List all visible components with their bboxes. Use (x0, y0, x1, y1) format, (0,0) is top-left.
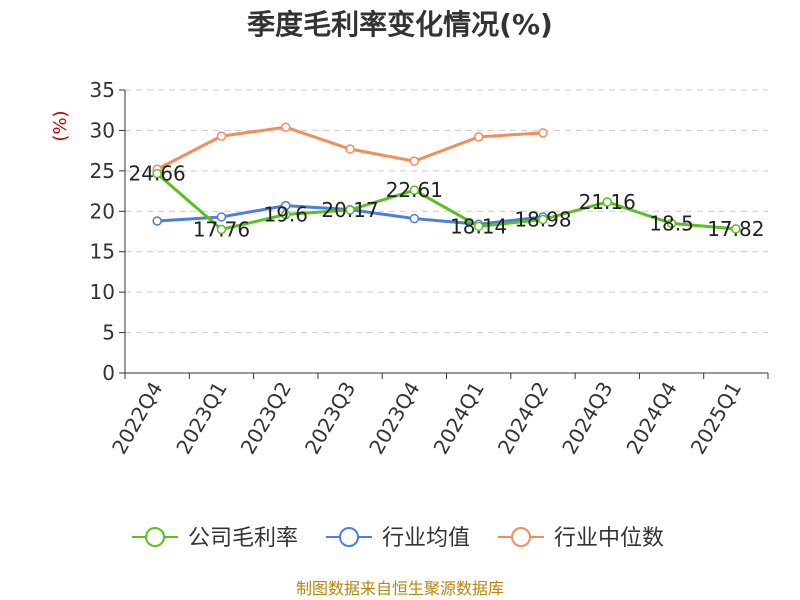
y-tick-label: 5 (102, 321, 115, 345)
data-point (216, 224, 227, 235)
x-tick-label: 2024Q2 (493, 378, 553, 459)
chart-title: 季度毛利率变化情况(%) (247, 8, 553, 41)
legend-label: 公司毛利率 (188, 526, 298, 551)
y-tick-label: 10 (90, 280, 115, 304)
grid (125, 89, 768, 334)
data-point (345, 205, 355, 215)
x-tick-label: 2022Q4 (107, 378, 167, 459)
series-line (156, 172, 736, 231)
data-label: 19.6 (263, 203, 308, 227)
data-label: 18.98 (514, 208, 571, 232)
data-labels: 24.66 17.76 19.6 20.17 22.61 18.14 18.98 21.16 1… (129, 162, 765, 242)
data-point (216, 212, 227, 222)
legend-item[interactable]: 公司毛利率 (132, 526, 298, 551)
y-tick-label: 25 (90, 159, 115, 183)
y-tick-label: 15 (90, 240, 115, 264)
data-label: 17.82 (707, 217, 764, 241)
data-label: 17.76 (193, 217, 250, 241)
data-point (281, 122, 291, 132)
data-point (409, 156, 420, 166)
x-tick-label: 2024Q4 (621, 378, 681, 459)
data-label: 18.5 (649, 211, 694, 235)
data-point (602, 197, 612, 207)
data-point (152, 168, 162, 179)
data-label: 20.17 (321, 198, 378, 222)
x-tick-label: 2024Q3 (557, 378, 617, 459)
legend-marker (511, 527, 531, 547)
data-point (666, 218, 677, 229)
data-label: 18.14 (450, 214, 507, 238)
y-tick-label: 20 (90, 199, 115, 223)
legend-marker (145, 527, 165, 547)
data-point (281, 200, 291, 211)
data-point (152, 216, 162, 226)
data-point (473, 132, 484, 142)
x-tick-label: 2023Q1 (171, 378, 231, 459)
y-tick-label: 30 (90, 118, 115, 142)
x-tick-label: 2023Q4 (364, 378, 424, 459)
x-tick-label: 2025Q1 (686, 378, 746, 459)
data-label: 22.61 (386, 178, 443, 202)
data-point (473, 221, 484, 232)
data-point (538, 128, 548, 138)
legend: 公司毛利率 行业均值 行业中位数 (132, 526, 664, 551)
data-label: 24.66 (129, 162, 186, 186)
x-tick-label: 2024Q1 (429, 378, 489, 459)
legend-item[interactable]: 行业均值 (326, 526, 470, 551)
legend-marker (339, 527, 359, 547)
y-tick-label: 0 (102, 361, 115, 385)
data-point (345, 144, 355, 154)
y-tick-label: 35 (90, 78, 115, 102)
series (152, 122, 741, 235)
x-tick-label: 2023Q3 (300, 378, 360, 459)
data-point (216, 131, 227, 141)
data-label: 21.16 (579, 190, 636, 214)
source-note: 制图数据来自恒生聚源数据库 (296, 579, 504, 598)
data-point (281, 209, 291, 220)
legend-label: 行业均值 (382, 526, 470, 551)
data-point (409, 185, 420, 195)
data-point (409, 213, 420, 224)
data-point (731, 224, 741, 234)
legend-label: 行业中位数 (554, 526, 664, 551)
x-tick-label: 2023Q2 (236, 378, 296, 459)
legend-item[interactable]: 行业中位数 (498, 526, 664, 551)
data-point (538, 214, 548, 225)
y-axis-unit-label: (%) (50, 110, 71, 141)
